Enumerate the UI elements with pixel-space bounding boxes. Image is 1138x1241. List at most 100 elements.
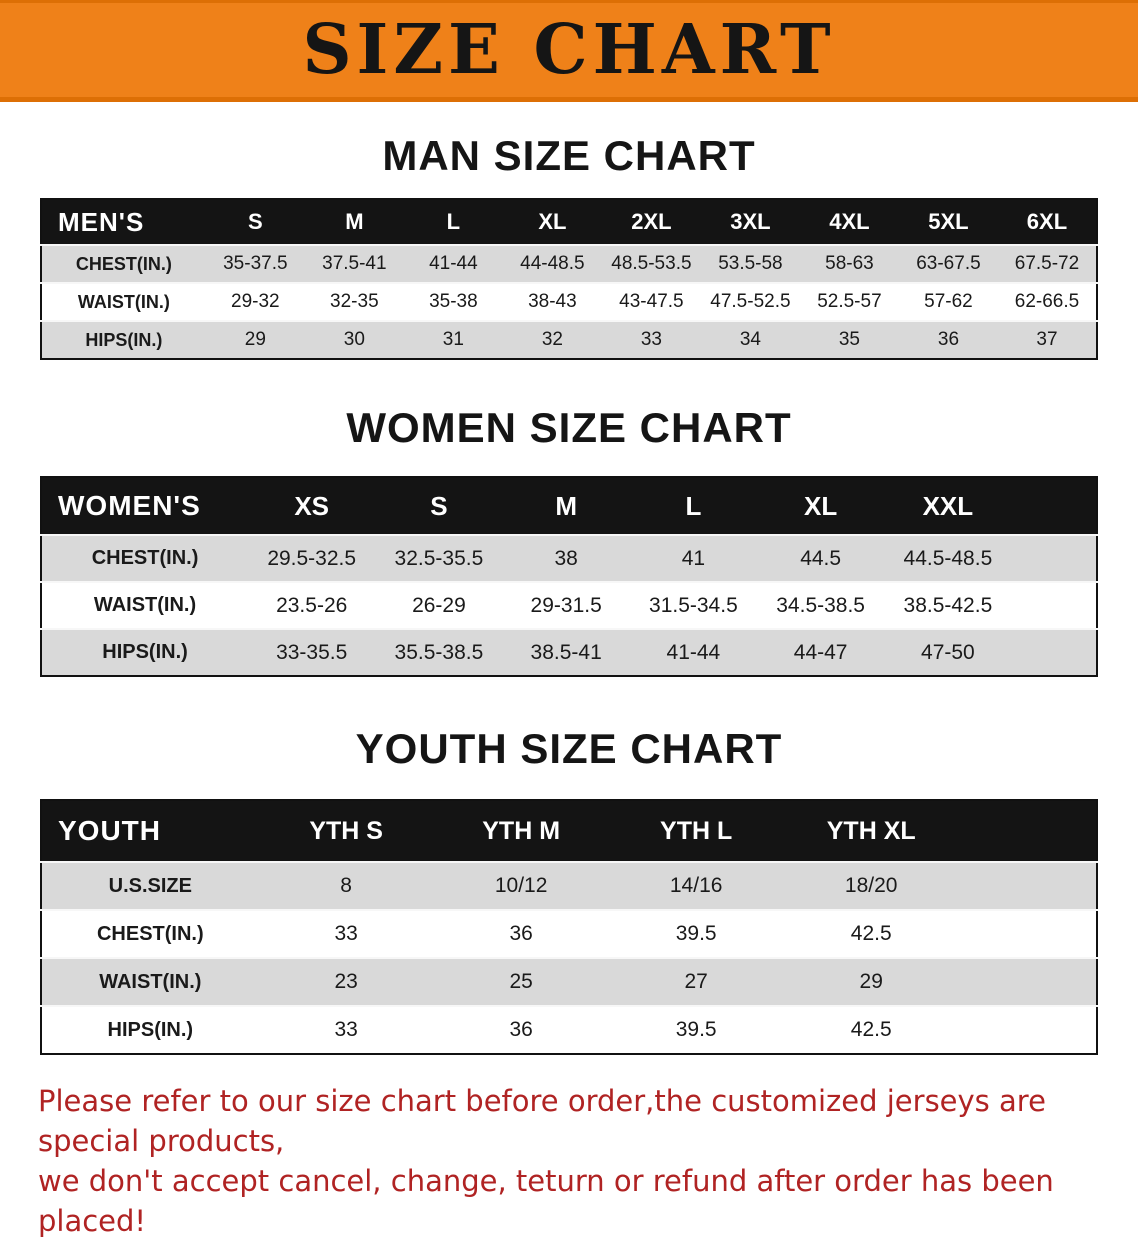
size-header-cell: L [403, 199, 503, 245]
size-row: WAIST(IN.) 29-32 32-35 35-38 38-43 43-47.5 47.… [41, 282, 1097, 321]
size-value-cell: 10/12 [433, 861, 609, 910]
men-size-chart-heading: MAN SIZE CHART [382, 132, 756, 179]
size-header-cell: 5XL [898, 199, 998, 245]
size-value-cell: 8 [258, 861, 434, 910]
row-spacer [958, 1005, 1097, 1054]
size-value-cell: 41 [629, 534, 758, 582]
size-header-cell: XL [757, 477, 885, 535]
size-header-cell: 6XL [997, 199, 1097, 245]
row-label-cell: WAIST(IN.) [41, 957, 259, 1006]
size-value-cell: 63-67.5 [898, 244, 998, 283]
size-value-cell: 44.5-48.5 [884, 534, 1012, 582]
size-header-cell: 4XL [799, 199, 899, 245]
size-value-cell: 33 [601, 320, 701, 359]
size-value-cell: 57-62 [898, 282, 998, 321]
size-value-cell: 29-32 [205, 282, 305, 321]
row-spacer [958, 909, 1097, 958]
row-spacer [958, 861, 1097, 910]
youth-size-table-container: YOUTH YTH S YTH M YTH L YTH XL U.S.SIZE 8 10/12… [40, 799, 1098, 1055]
size-header-cell: XXL [884, 477, 1012, 535]
youth-size-chart-heading: YOUTH SIZE CHART [355, 725, 783, 772]
row-label-cell: U.S.SIZE [41, 861, 259, 910]
size-header-cell: L [629, 477, 758, 535]
size-value-cell: 33-35.5 [248, 628, 376, 676]
size-value-cell: 52.5-57 [799, 282, 899, 321]
size-value-cell: 33 [258, 909, 434, 958]
size-header-cell: 3XL [700, 199, 800, 245]
size-value-cell: 37.5-41 [304, 244, 404, 283]
size-value-cell: 35 [799, 320, 899, 359]
header-spacer [1011, 477, 1097, 535]
size-value-cell: 62-66.5 [997, 282, 1097, 321]
size-value-cell: 29 [783, 957, 959, 1006]
row-label-cell: HIPS(IN.) [41, 320, 206, 359]
size-value-cell: 32.5-35.5 [375, 534, 503, 582]
size-value-cell: 34.5-38.5 [757, 581, 885, 629]
size-row: CHEST(IN.) 33 36 39.5 42.5 [41, 909, 1097, 958]
row-label-cell: CHEST(IN.) [41, 909, 259, 958]
size-value-cell: 35-38 [403, 282, 503, 321]
size-value-cell: 31 [403, 320, 503, 359]
row-label-cell: CHEST(IN.) [41, 534, 249, 582]
row-spacer [1011, 581, 1097, 629]
size-value-cell: 32 [502, 320, 602, 359]
size-value-cell: 41-44 [403, 244, 503, 283]
size-value-cell: 47.5-52.5 [700, 282, 800, 321]
size-header-cell: YTH M [433, 800, 609, 862]
size-value-cell: 26-29 [375, 581, 503, 629]
size-value-cell: 30 [304, 320, 404, 359]
size-header-cell: S [205, 199, 305, 245]
size-value-cell: 67.5-72 [997, 244, 1097, 283]
men-size-table-container: MEN'S S M L XL 2XL 3XL 4XL 5XL 6XL CHEST(IN.) 35-37… [40, 198, 1098, 360]
row-label-cell: HIPS(IN.) [41, 1005, 259, 1054]
row-spacer [958, 957, 1097, 1006]
size-value-cell: 42.5 [783, 909, 959, 958]
size-value-cell: 32-35 [304, 282, 404, 321]
size-value-cell: 35.5-38.5 [375, 628, 503, 676]
size-value-cell: 23 [258, 957, 434, 1006]
size-value-cell: 58-63 [799, 244, 899, 283]
size-row: WAIST(IN.) 23.5-26 26-29 29-31.5 31.5-34.5 34… [41, 581, 1097, 629]
size-header-cell: S [375, 477, 503, 535]
row-spacer [1011, 534, 1097, 582]
men-header-row: MEN'S S M L XL 2XL 3XL 4XL 5XL 6XL [41, 199, 1097, 245]
size-value-cell: 36 [433, 909, 609, 958]
size-value-cell: 23.5-26 [248, 581, 376, 629]
header-spacer [958, 800, 1097, 862]
women-size-chart-heading: WOMEN SIZE CHART [346, 404, 792, 451]
men-corner-label: MEN'S [41, 199, 206, 245]
size-header-cell: XS [248, 477, 376, 535]
size-header-cell: M [502, 477, 630, 535]
size-value-cell: 36 [433, 1005, 609, 1054]
size-header-cell: YTH L [608, 800, 784, 862]
size-value-cell: 18/20 [783, 861, 959, 910]
size-row: HIPS(IN.) 33-35.5 35.5-38.5 38.5-41 41-44 44-… [41, 628, 1097, 676]
row-spacer [1011, 628, 1097, 676]
size-value-cell: 38.5-41 [502, 628, 630, 676]
banner-title: SIZE CHART [302, 10, 836, 90]
men-size-table: MEN'S S M L XL 2XL 3XL 4XL 5XL 6XL CHEST(IN.) 35-37… [40, 198, 1098, 360]
disclaimer-line-2: we don't accept cancel, change, teturn o… [38, 1164, 1054, 1239]
size-value-cell: 44-48.5 [502, 244, 602, 283]
disclaimer-line-1: Please refer to our size chart before or… [38, 1084, 1046, 1159]
youth-header-row: YOUTH YTH S YTH M YTH L YTH XL [41, 800, 1097, 862]
size-value-cell: 14/16 [608, 861, 784, 910]
size-value-cell: 34 [700, 320, 800, 359]
size-row: CHEST(IN.) 29.5-32.5 32.5-35.5 38 41 44.5 44.5… [41, 534, 1097, 582]
youth-corner-label: YOUTH [41, 800, 259, 862]
size-value-cell: 36 [898, 320, 998, 359]
size-header-cell: YTH S [258, 800, 434, 862]
size-value-cell: 43-47.5 [601, 282, 701, 321]
size-value-cell: 29.5-32.5 [248, 534, 376, 582]
row-label-cell: CHEST(IN.) [41, 244, 206, 283]
size-header-cell: YTH XL [783, 800, 959, 862]
women-size-table-container: WOMEN'S XS S M L XL XXL CHEST(IN.) 29.5-32.5 32.5… [40, 476, 1098, 677]
women-size-table: WOMEN'S XS S M L XL XXL CHEST(IN.) 29.5-32.5 32.5… [40, 476, 1098, 677]
size-header-cell: XL [502, 199, 602, 245]
size-value-cell: 42.5 [783, 1005, 959, 1054]
row-label-cell: HIPS(IN.) [41, 628, 249, 676]
size-value-cell: 44-47 [757, 628, 885, 676]
size-value-cell: 25 [433, 957, 609, 1006]
women-header-row: WOMEN'S XS S M L XL XXL [41, 477, 1097, 535]
